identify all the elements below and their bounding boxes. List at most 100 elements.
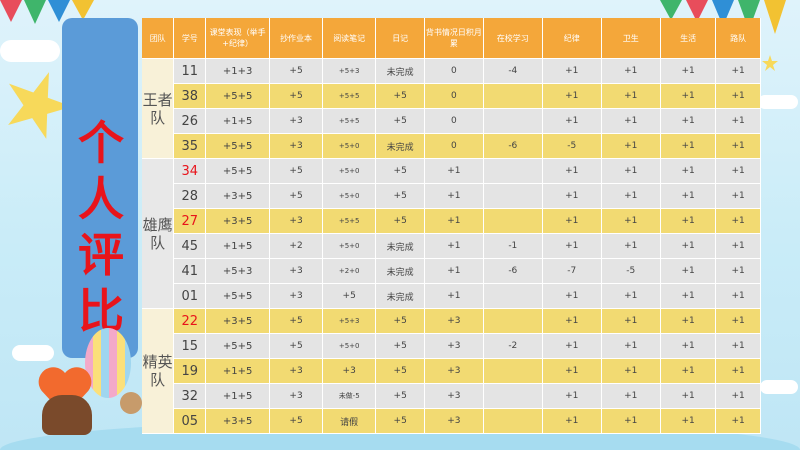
- score-cell: 未完成: [375, 233, 426, 259]
- score-cell: +3: [424, 408, 484, 434]
- hot-air-balloon-decoration: [85, 328, 131, 398]
- score-cell: +1: [660, 133, 717, 159]
- cloud-decoration: [758, 95, 798, 109]
- header-queue: 路队: [715, 18, 761, 59]
- score-cell: +3: [424, 333, 484, 359]
- score-cell: +1: [601, 358, 661, 384]
- cloud-decoration: [0, 40, 60, 62]
- score-cell: +1: [660, 258, 717, 284]
- score-cell: +5+5: [205, 158, 270, 184]
- table-row: 45 +1+5 +2 +5+0 未完成 +1 -1 +1 +1 +1 +1: [142, 233, 761, 259]
- table-row: 01 +5+5 +3 +5 未完成 +1 +1 +1 +1 +1: [142, 283, 761, 309]
- score-cell: +2: [269, 233, 324, 259]
- score-cell: +1: [601, 233, 661, 259]
- score-cell: +1: [715, 308, 761, 334]
- student-id-cell: 27: [173, 208, 207, 234]
- score-cell: +1: [660, 83, 717, 109]
- score-cell: +1: [660, 108, 717, 134]
- team-name-cell: 王者队: [142, 58, 175, 159]
- score-cell: +1: [715, 108, 761, 134]
- bear-illustration: [120, 392, 142, 414]
- student-id-cell: 26: [173, 108, 207, 134]
- score-cell: +5+0: [322, 333, 377, 359]
- score-cell: +1: [715, 208, 761, 234]
- score-cell: +3+5: [205, 208, 270, 234]
- student-id-cell: 35: [173, 133, 207, 159]
- score-cell: +1: [601, 208, 661, 234]
- score-cell: +1: [424, 283, 484, 309]
- student-id-cell: 32: [173, 383, 207, 409]
- score-cell: -5: [601, 258, 661, 284]
- score-cell: +1: [715, 358, 761, 384]
- score-cell: +1+5: [205, 108, 270, 134]
- score-cell: +5+0: [322, 133, 377, 159]
- page-title: 个 人 评 比: [78, 116, 124, 338]
- student-id-cell: 05: [173, 408, 207, 434]
- score-cell: +1: [601, 158, 661, 184]
- table-row: 雄鹰队 34 +5+5 +5 +5+0 +5 +1 +1 +1 +1 +1: [142, 158, 761, 309]
- score-cell: +1: [542, 408, 602, 434]
- score-cell: +5: [375, 358, 426, 384]
- score-cell: +5+5: [205, 83, 270, 109]
- score-cell: +1: [601, 408, 661, 434]
- score-cell: +5: [375, 383, 426, 409]
- score-cell: +1: [424, 183, 484, 209]
- score-cell: -4: [483, 58, 544, 84]
- score-cell: -6: [483, 133, 544, 159]
- score-cell: +1: [660, 333, 717, 359]
- score-cell: +1: [424, 208, 484, 234]
- score-cell: +1: [601, 333, 661, 359]
- score-cell: 0: [424, 83, 484, 109]
- score-cell: +1: [542, 283, 602, 309]
- score-cell: +1: [660, 408, 717, 434]
- score-cell: -6: [483, 258, 544, 284]
- score-cell: +1: [715, 408, 761, 434]
- score-cell: +5+5: [205, 283, 270, 309]
- header-recitation: 背书情况日积月累: [424, 18, 484, 59]
- score-cell: +1: [715, 183, 761, 209]
- header-discipline: 纪律: [542, 18, 602, 59]
- score-cell: +1: [601, 308, 661, 334]
- score-cell: 未做-5: [322, 383, 377, 409]
- score-cell: +1: [542, 83, 602, 109]
- cloud-decoration: [12, 345, 54, 361]
- table-row: 26 +1+5 +3 +5+5 +5 0 +1 +1 +1 +1: [142, 108, 761, 134]
- score-cell: 未完成: [375, 283, 426, 309]
- score-cell: +1+5: [205, 383, 270, 409]
- score-cell: +1: [542, 233, 602, 259]
- score-cell: +1: [601, 383, 661, 409]
- score-cell: +1: [601, 83, 661, 109]
- header-hygiene: 卫生: [601, 18, 661, 59]
- score-cell: 0: [424, 108, 484, 134]
- score-cell: +1: [601, 58, 661, 84]
- score-cell: +1: [660, 283, 717, 309]
- score-cell: +3+5: [205, 408, 270, 434]
- score-cell: +1: [715, 333, 761, 359]
- score-cell: +5: [375, 408, 426, 434]
- table-row: 27 +3+5 +3 +5+5 +5 +1 +1 +1 +1 +1: [142, 208, 761, 234]
- score-cell: +1: [715, 133, 761, 159]
- score-cell: +5+0: [322, 183, 377, 209]
- score-cell: +1: [715, 258, 761, 284]
- score-cell: +1: [601, 183, 661, 209]
- score-cell: +5: [375, 183, 426, 209]
- score-cell: +5: [269, 158, 324, 184]
- score-cell: +5: [269, 58, 324, 84]
- score-cell: +5: [269, 308, 324, 334]
- table-row: 28 +3+5 +5 +5+0 +5 +1 +1 +1 +1 +1: [142, 183, 761, 209]
- table-row: 32 +1+5 +3 未做-5 +5 +3 +1 +1 +1 +1: [142, 383, 761, 409]
- score-cell: 未完成: [375, 133, 426, 159]
- table-row: 王者队 11 +1+3 +5 +5+3 未完成 0 -4 +1 +1 +1 +1: [142, 58, 761, 159]
- kids-illustration: [42, 395, 92, 435]
- score-cell: +3: [269, 258, 324, 284]
- score-cell: +5: [375, 208, 426, 234]
- score-cell: [483, 108, 544, 134]
- score-cell: [483, 308, 544, 334]
- score-cell: 0: [424, 58, 484, 84]
- score-cell: [483, 383, 544, 409]
- score-cell: +5: [375, 308, 426, 334]
- header-row: 团队 学号 课堂表现（举手+纪律） 抄作业本 阅读笔记 日记 背书情况日积月累 …: [142, 18, 761, 59]
- student-id-cell: 38: [173, 83, 207, 109]
- header-homework: 抄作业本: [269, 18, 324, 59]
- team-name-cell: 精英队: [142, 308, 175, 434]
